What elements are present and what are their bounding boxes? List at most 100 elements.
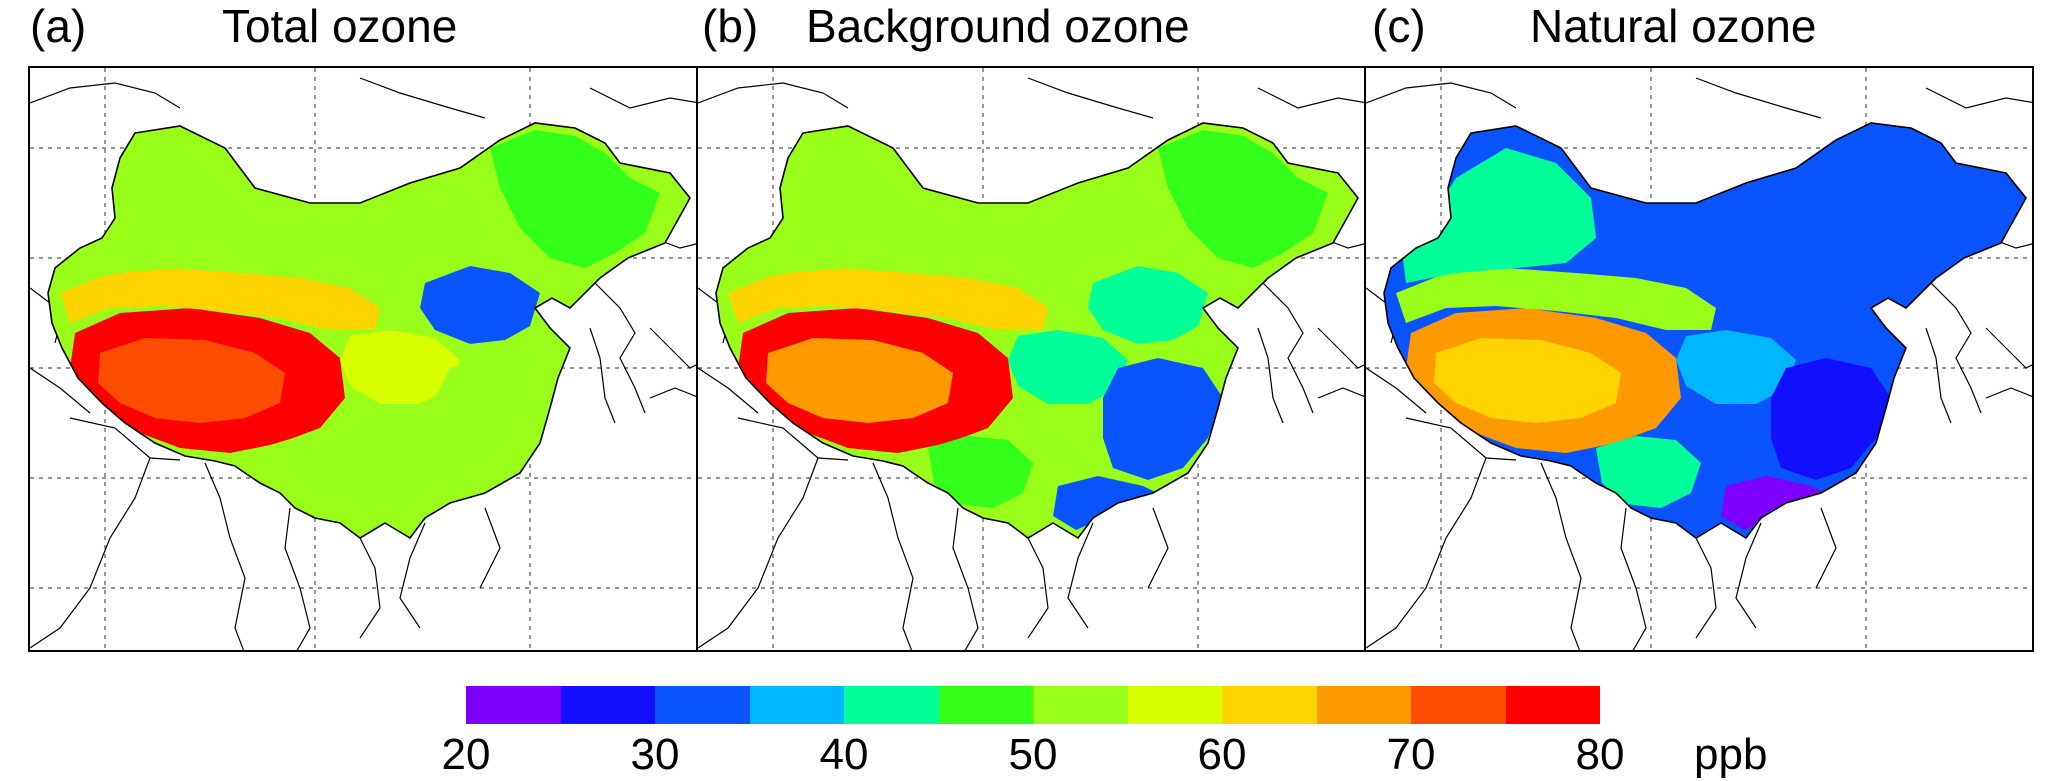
china-outline — [715, 122, 1359, 540]
ozone-region-central — [1676, 330, 1796, 404]
ozone-region-xinjiang — [65, 148, 260, 283]
ozone-region-hainan — [402, 548, 438, 583]
country-border — [589, 277, 646, 414]
colorbar-bin-70 — [1411, 686, 1506, 724]
country-border — [1695, 77, 1822, 119]
country-border — [1925, 277, 1982, 414]
country-border — [1405, 417, 1517, 461]
ozone-region-south-coast — [385, 476, 500, 530]
colorbar-tick-30: 30 — [630, 730, 680, 779]
country-border — [872, 462, 914, 650]
ozone-region-taiwan — [573, 430, 590, 478]
colorbar-bin-55 — [1127, 686, 1222, 724]
ozone-region-inner-mongolia — [1596, 178, 1821, 278]
colorbar-bin-20 — [466, 686, 561, 724]
colorbar-tick-50: 50 — [1008, 730, 1058, 779]
ozone-region-xinjiang — [1401, 148, 1596, 283]
ozone-region-hainan — [1070, 548, 1106, 583]
colorbar-bin-65 — [1316, 686, 1411, 724]
panel-c-title: Natural ozone — [1530, 0, 1817, 52]
country-border — [1985, 387, 2032, 399]
country-border — [649, 387, 696, 399]
map-panel-b — [696, 66, 1366, 652]
country-border — [698, 367, 759, 414]
country-border — [1257, 327, 1284, 424]
ozone-region-qinghai-band — [728, 268, 1048, 330]
ozone-region-yunnan — [1596, 436, 1701, 508]
country-border — [1317, 387, 1364, 399]
ozone-field — [48, 123, 690, 583]
country-border — [204, 462, 246, 650]
country-border — [1027, 77, 1154, 119]
ozone-region-tibet-core — [98, 338, 285, 423]
ozone-region-north-china-plain — [1088, 266, 1208, 344]
ozone-region-south-coast — [1721, 476, 1836, 530]
country-border — [1257, 277, 1314, 414]
panel-b-title: Background ozone — [806, 0, 1190, 52]
ozone-region-taiwan — [1909, 430, 1926, 478]
country-border — [1925, 327, 1952, 424]
ozone-field — [1384, 123, 2026, 583]
country-border — [589, 327, 616, 424]
country-border — [30, 457, 151, 649]
ozone-region-qinghai-band — [60, 268, 380, 330]
ozone-region-southeast — [435, 358, 555, 480]
ozone-region-taiwan — [1241, 430, 1258, 478]
country-border — [1735, 522, 1762, 629]
colorbar-bin-60 — [1222, 686, 1317, 724]
china-outline — [47, 122, 691, 540]
ozone-region-central — [340, 330, 460, 404]
country-border — [1366, 82, 1517, 109]
colorbar-bin-30 — [655, 686, 750, 724]
ozone-region-northeast — [1826, 130, 1996, 268]
map-c-svg — [1366, 68, 2032, 650]
ozone-region-tibet-core — [1434, 338, 1621, 423]
colorbar-bin-35 — [749, 686, 844, 724]
colorbar-bin-75 — [1505, 686, 1600, 724]
colorbar-tick-60: 60 — [1197, 730, 1247, 779]
ozone-region-xinjiang — [733, 148, 928, 283]
country-border — [1027, 537, 1049, 639]
country-border — [589, 87, 696, 109]
country-border — [1695, 537, 1717, 639]
ozone-region-yunnan — [928, 436, 1033, 508]
map-b-svg — [698, 68, 1364, 650]
colorbar-unit: ppb — [1694, 730, 1768, 779]
panel-a-title: Total ozone — [222, 0, 458, 52]
country-border — [30, 82, 181, 109]
country-border — [1067, 522, 1094, 629]
colorbar — [466, 686, 1600, 724]
colorbar-tick-80: 80 — [1575, 730, 1625, 779]
colorbar-tick-40: 40 — [819, 730, 869, 779]
country-border — [30, 367, 91, 414]
country-border — [359, 537, 381, 639]
colorbar-tick-20: 20 — [441, 730, 491, 779]
ozone-region-northeast — [1158, 130, 1328, 268]
ozone-region-hainan — [1738, 548, 1774, 583]
ozone-region-south-coast — [1053, 476, 1168, 530]
country-border — [698, 82, 849, 109]
country-border — [1366, 367, 1427, 414]
country-border — [698, 457, 819, 649]
country-border — [952, 507, 979, 650]
ozone-region-north-china-plain — [1756, 266, 1876, 344]
colorbar-bin-50 — [1033, 686, 1128, 724]
country-border — [69, 417, 181, 461]
panel-c-label: (c) — [1372, 0, 1426, 52]
country-border — [1257, 87, 1364, 109]
country-border — [479, 507, 501, 589]
ozone-field — [716, 123, 1358, 583]
country-border — [284, 507, 311, 650]
map-a-svg — [30, 68, 696, 650]
country-border — [1815, 507, 1837, 589]
ozone-region-inner-mongolia — [260, 178, 485, 278]
country-border — [1985, 327, 2032, 369]
country-border — [737, 417, 849, 461]
country-border — [1540, 462, 1582, 650]
ozone-region-northeast — [490, 130, 660, 268]
map-panel-c — [1364, 66, 2034, 652]
country-border — [359, 77, 486, 119]
ozone-region-yunnan — [260, 436, 365, 508]
panel-b-label: (b) — [702, 0, 759, 52]
colorbar-bin-25 — [560, 686, 655, 724]
